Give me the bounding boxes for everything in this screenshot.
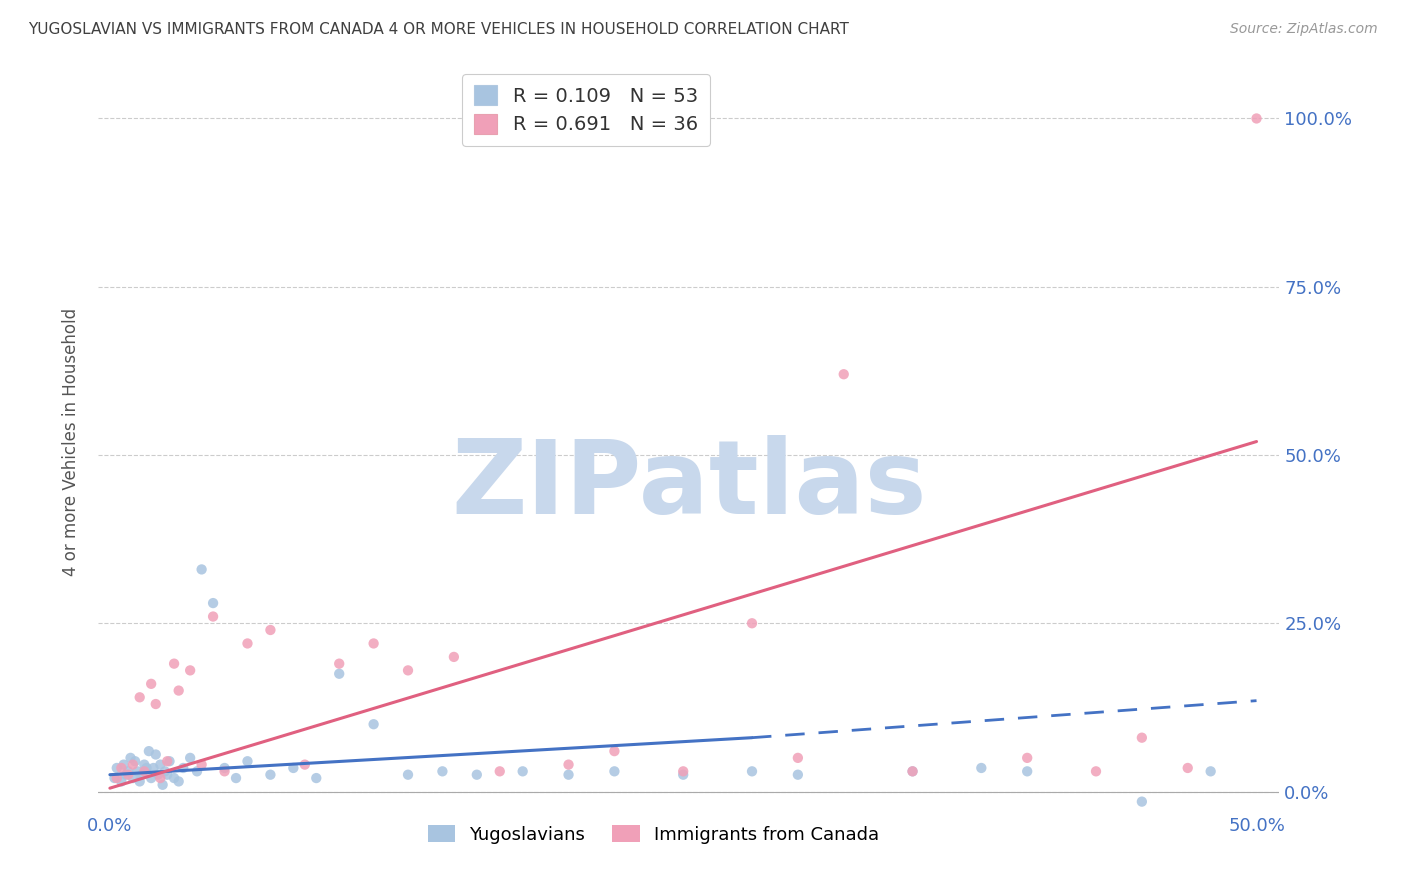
Point bbox=[121, 757, 143, 772]
Point bbox=[128, 774, 150, 789]
Point bbox=[832, 368, 855, 382]
Point bbox=[159, 754, 181, 768]
Point bbox=[115, 767, 138, 781]
Point bbox=[145, 697, 167, 711]
Point bbox=[901, 764, 924, 779]
Point bbox=[1199, 764, 1222, 779]
Point bbox=[127, 764, 149, 779]
Text: ZIPatlas: ZIPatlas bbox=[451, 435, 927, 536]
Point bbox=[145, 747, 167, 762]
Point bbox=[110, 761, 132, 775]
Point bbox=[149, 757, 172, 772]
Point bbox=[488, 764, 510, 779]
Point bbox=[259, 767, 281, 781]
Point bbox=[179, 664, 201, 678]
Point bbox=[112, 757, 135, 772]
Point bbox=[603, 744, 626, 758]
Point bbox=[202, 609, 225, 624]
Point bbox=[167, 683, 190, 698]
Point bbox=[901, 764, 924, 779]
Point bbox=[786, 751, 808, 765]
Point bbox=[105, 771, 128, 785]
Point bbox=[152, 778, 174, 792]
Point bbox=[156, 754, 179, 768]
Point bbox=[179, 751, 201, 765]
Point bbox=[557, 757, 579, 772]
Point bbox=[128, 690, 150, 705]
Point bbox=[121, 771, 143, 785]
Point bbox=[396, 767, 419, 781]
Point bbox=[236, 754, 259, 768]
Point bbox=[294, 757, 316, 772]
Point bbox=[557, 767, 579, 781]
Point bbox=[672, 764, 695, 779]
Point bbox=[259, 623, 281, 637]
Point bbox=[163, 657, 186, 671]
Point bbox=[328, 657, 350, 671]
Point bbox=[741, 764, 763, 779]
Point bbox=[120, 751, 142, 765]
Point bbox=[156, 767, 179, 781]
Legend: Yugoslavians, Immigrants from Canada: Yugoslavians, Immigrants from Canada bbox=[420, 818, 886, 851]
Text: Source: ZipAtlas.com: Source: ZipAtlas.com bbox=[1230, 22, 1378, 37]
Point bbox=[1085, 764, 1108, 779]
Point bbox=[305, 771, 328, 785]
Point bbox=[141, 771, 163, 785]
Point bbox=[163, 771, 186, 785]
Point bbox=[134, 764, 156, 779]
Point bbox=[363, 717, 385, 731]
Point bbox=[328, 666, 350, 681]
Point bbox=[105, 761, 128, 775]
Point bbox=[131, 767, 153, 781]
Point bbox=[786, 767, 808, 781]
Point bbox=[1177, 761, 1199, 775]
Point bbox=[110, 774, 132, 789]
Point bbox=[214, 764, 236, 779]
Point bbox=[135, 761, 157, 775]
Point bbox=[1017, 764, 1039, 779]
Point bbox=[134, 757, 156, 772]
Point bbox=[225, 771, 247, 785]
Point bbox=[1246, 112, 1268, 126]
Point bbox=[512, 764, 534, 779]
Point bbox=[1130, 731, 1153, 745]
Point bbox=[1130, 795, 1153, 809]
Point bbox=[363, 636, 385, 650]
Text: YUGOSLAVIAN VS IMMIGRANTS FROM CANADA 4 OR MORE VEHICLES IN HOUSEHOLD CORRELATIO: YUGOSLAVIAN VS IMMIGRANTS FROM CANADA 4 … bbox=[28, 22, 849, 37]
Point bbox=[146, 767, 169, 781]
Point bbox=[465, 767, 488, 781]
Point bbox=[124, 754, 146, 768]
Point bbox=[970, 761, 993, 775]
Point bbox=[149, 771, 172, 785]
Point bbox=[167, 774, 190, 789]
Point bbox=[283, 761, 305, 775]
Point bbox=[142, 761, 165, 775]
Point bbox=[172, 761, 194, 775]
Point bbox=[1017, 751, 1039, 765]
Point bbox=[103, 771, 125, 785]
Point bbox=[396, 664, 419, 678]
Point bbox=[117, 764, 139, 779]
Point bbox=[672, 767, 695, 781]
Point bbox=[153, 764, 176, 779]
Point bbox=[190, 562, 212, 576]
Point bbox=[214, 761, 236, 775]
Point bbox=[190, 757, 212, 772]
Point bbox=[603, 764, 626, 779]
Point bbox=[432, 764, 454, 779]
Point bbox=[236, 636, 259, 650]
Point bbox=[117, 767, 139, 781]
Point bbox=[741, 616, 763, 631]
Point bbox=[186, 764, 208, 779]
Point bbox=[138, 744, 160, 758]
Point bbox=[443, 649, 465, 664]
Point bbox=[202, 596, 225, 610]
Y-axis label: 4 or more Vehicles in Household: 4 or more Vehicles in Household bbox=[62, 308, 80, 575]
Point bbox=[141, 677, 163, 691]
